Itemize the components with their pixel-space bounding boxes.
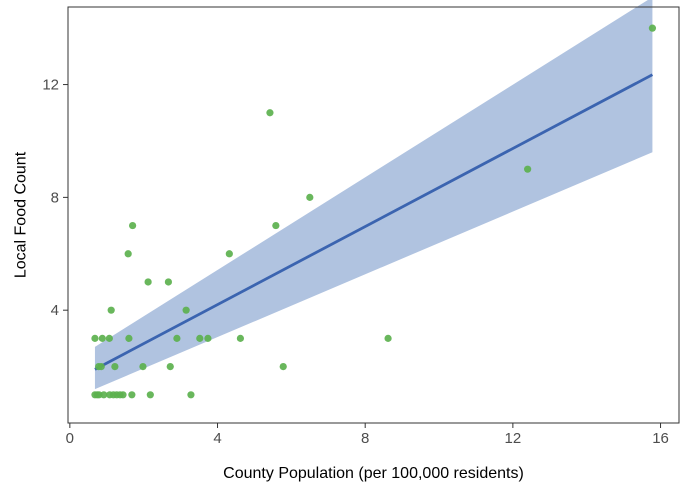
data-point: [204, 334, 212, 342]
y-axis-title: Local Food Count: [13, 151, 30, 278]
data-point: [236, 334, 245, 342]
x-axis-title: County Population (per 100,000 residents…: [223, 465, 524, 482]
regression-line: [94, 73, 654, 371]
y-tick-label: 4: [51, 302, 59, 319]
x-tick-label: 12: [505, 430, 522, 447]
x-tick-label: 4: [213, 430, 221, 447]
data-point: [173, 334, 181, 342]
data-point: [306, 193, 314, 201]
y-axis-ticks: 4 8 12: [42, 77, 68, 319]
data-point: [384, 334, 392, 342]
data-point: [128, 391, 136, 399]
y-tick-label: 8: [51, 189, 59, 206]
data-points-layer: [91, 24, 657, 399]
data-point: [119, 391, 127, 399]
data-point: [187, 391, 195, 399]
data-point: [107, 306, 115, 314]
data-point: [648, 24, 657, 32]
data-point: [98, 334, 106, 342]
data-point: [129, 221, 137, 230]
data-point: [524, 165, 532, 173]
x-tick-label: 0: [66, 430, 74, 447]
data-point: [139, 362, 147, 371]
data-point: [225, 250, 233, 258]
plot-panel-border: [67, 6, 680, 424]
data-point: [124, 250, 132, 258]
regression-line-layer: [94, 73, 654, 371]
x-tick-label: 16: [652, 430, 669, 447]
data-point: [182, 306, 190, 314]
y-tick-label: 12: [42, 77, 59, 94]
data-point: [91, 334, 99, 342]
data-point: [146, 391, 154, 399]
data-point: [97, 362, 105, 371]
data-point: [125, 334, 133, 342]
data-point: [105, 334, 113, 342]
data-point: [100, 391, 108, 399]
x-axis-ticks: 0 4 8 12 16: [66, 423, 669, 447]
data-point: [144, 278, 152, 286]
data-point: [266, 109, 274, 117]
data-point: [272, 221, 280, 230]
confidence-ribbon: [94, 0, 653, 390]
data-point: [279, 362, 287, 371]
data-point: [111, 362, 119, 371]
data-point: [196, 334, 204, 342]
data-point: [166, 362, 174, 371]
data-point: [164, 278, 173, 286]
confidence-ribbon-layer: [94, 0, 653, 390]
x-tick-label: 8: [361, 430, 369, 447]
